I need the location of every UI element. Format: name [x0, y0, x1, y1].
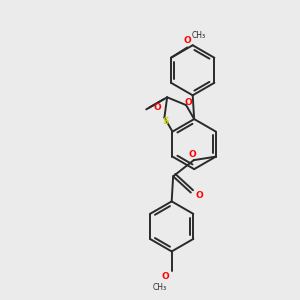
Text: O: O [196, 191, 203, 200]
Text: CH₃: CH₃ [152, 283, 166, 292]
Text: O: O [183, 36, 191, 45]
Text: O: O [188, 150, 196, 159]
Text: CH₃: CH₃ [191, 31, 206, 40]
Text: S: S [163, 117, 169, 126]
Text: O: O [184, 98, 192, 106]
Text: O: O [161, 272, 169, 281]
Text: O: O [154, 103, 161, 112]
